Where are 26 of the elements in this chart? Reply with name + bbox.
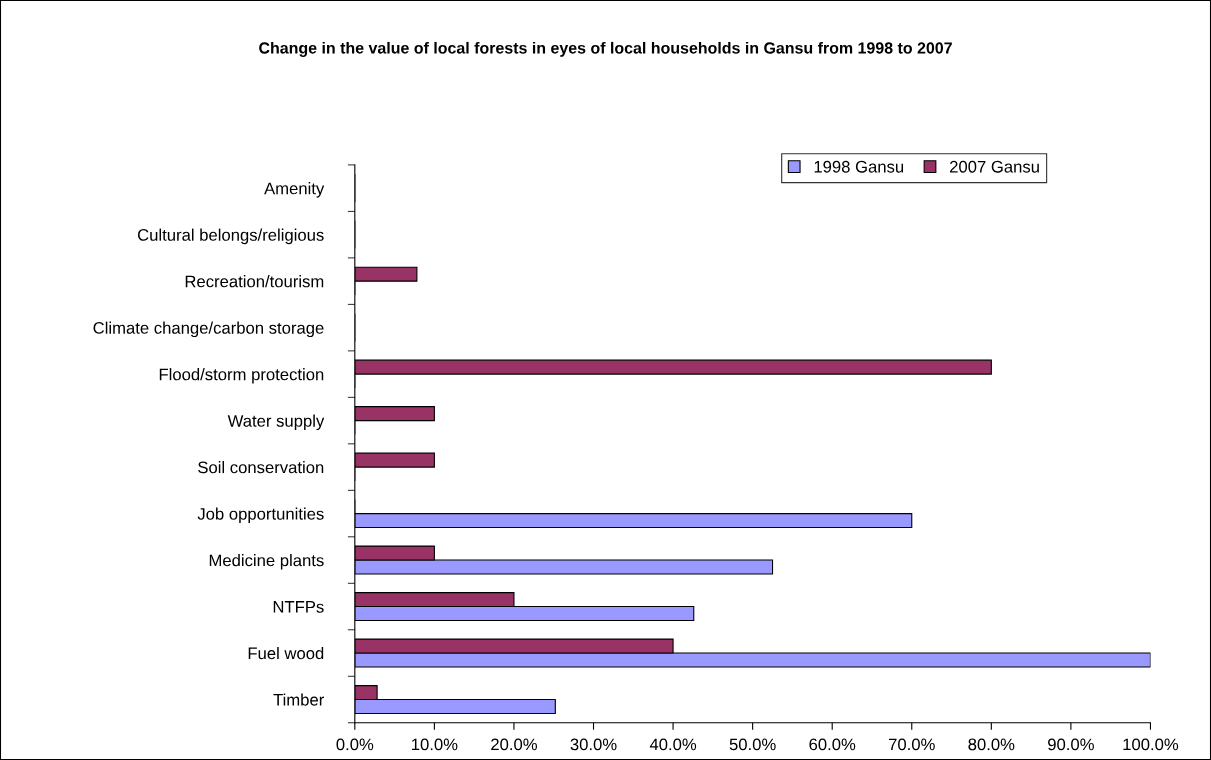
x-tick-label: 10.0% <box>412 738 458 751</box>
y-tick-label: Medicine plants <box>209 554 324 570</box>
x-tick-label: 50.0% <box>729 738 776 751</box>
x-tick-label: 20.0% <box>491 738 537 751</box>
x-tick-label: 90.0% <box>1048 738 1094 751</box>
x-tick-label: 30.0% <box>570 738 617 751</box>
chart-title: Change in the value of local forests in eyes of local households in Gansu from 1998 to 2007 <box>259 41 952 57</box>
y-tick-label: Cultural belongs/religious <box>137 228 324 245</box>
y-tick-label: Flood/storm protection <box>159 368 324 384</box>
legend-label: 1998 Gansu <box>814 160 904 173</box>
x-tick-label: 70.0% <box>888 738 935 751</box>
legend-label: 2007 Gansu <box>950 160 1039 173</box>
y-tick-label: Timber <box>273 693 324 706</box>
y-tick-label: NTFPs <box>273 601 324 613</box>
x-tick-label: 100.0% <box>1123 738 1179 751</box>
y-tick-label: Climate change/carbon storage <box>93 321 324 338</box>
y-tick-label: Soil conservation <box>198 461 324 474</box>
y-tick-label: Job opportunities <box>197 507 324 524</box>
y-tick-label: Recreation/tourism <box>185 275 324 288</box>
y-tick-label: Amenity <box>264 182 325 198</box>
x-tick-label: 80.0% <box>968 738 1015 751</box>
x-tick-label: 0.0% <box>336 738 374 751</box>
y-tick-label: Water supply <box>227 414 325 431</box>
x-tick-label: 40.0% <box>649 738 697 751</box>
y-tick-label: Fuel wood <box>248 646 324 660</box>
x-tick-label: 60.0% <box>809 738 856 751</box>
